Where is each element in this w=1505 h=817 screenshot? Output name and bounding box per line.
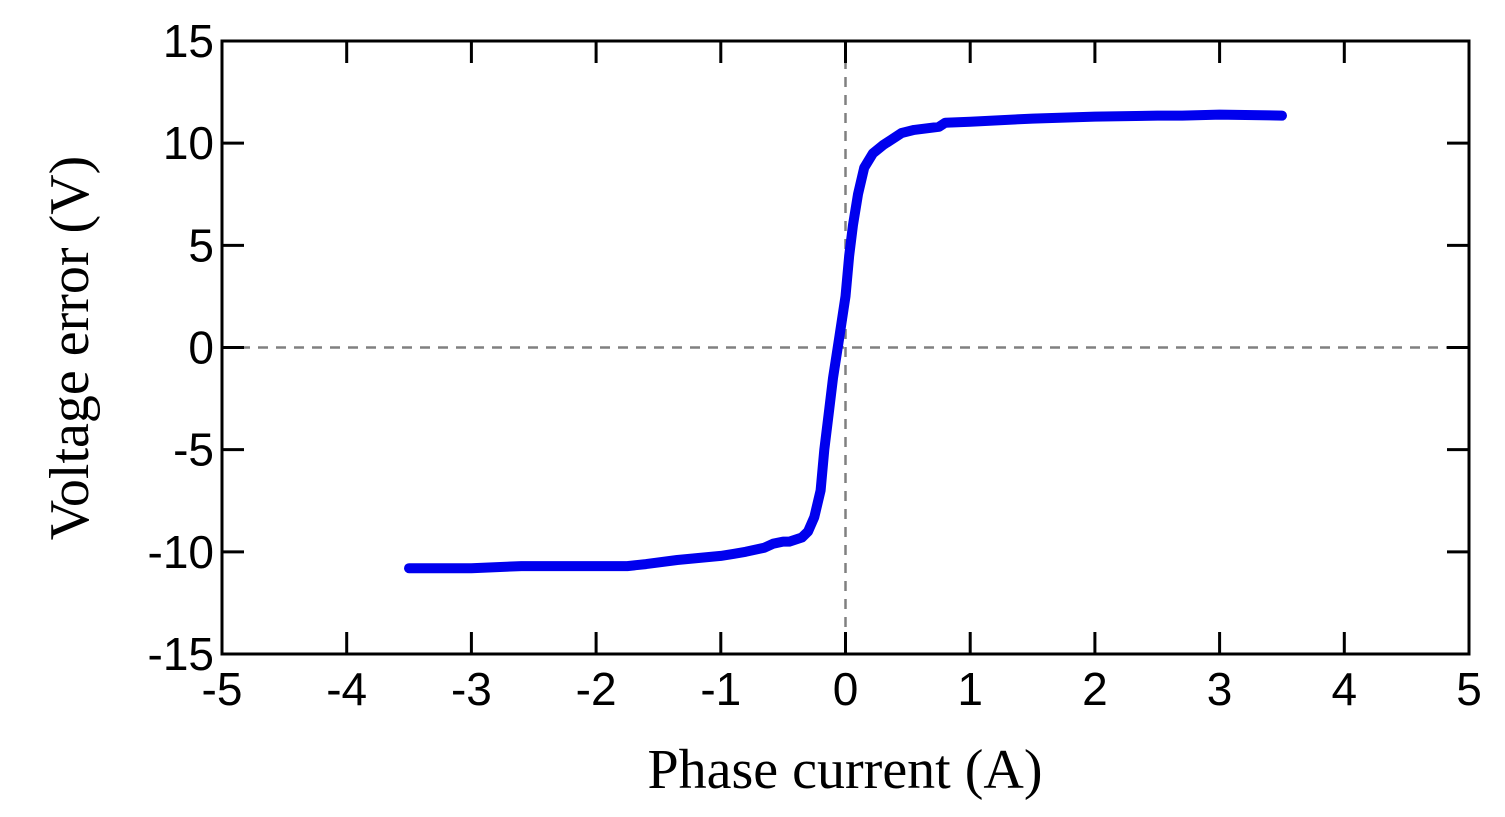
x-tick-label: -2 bbox=[576, 663, 617, 715]
y-tick-label: -15 bbox=[148, 628, 214, 680]
x-tick-label: -1 bbox=[700, 663, 741, 715]
y-tick-label: -10 bbox=[148, 526, 214, 578]
x-tick-label: 5 bbox=[1456, 663, 1482, 715]
x-tick-label: 2 bbox=[1082, 663, 1108, 715]
x-tick-labels: -5 -4 -3 -2 -1 0 1 2 3 4 5 bbox=[202, 663, 1482, 715]
y-axis-label: Voltage error (V) bbox=[39, 156, 101, 541]
y-tick-labels: -15 -10 -5 0 5 10 15 bbox=[148, 15, 214, 680]
y-tick-label: 5 bbox=[188, 219, 214, 271]
y-tick-label: 15 bbox=[163, 15, 214, 67]
x-tick-label: 4 bbox=[1332, 663, 1358, 715]
series-line bbox=[404, 109, 1287, 574]
y-tick-label: 10 bbox=[163, 117, 214, 169]
x-tick-label: 3 bbox=[1207, 663, 1233, 715]
plot-frame bbox=[220, 39, 1471, 656]
x-tick-label: -3 bbox=[451, 663, 492, 715]
y-tick-label: -5 bbox=[173, 424, 214, 476]
x-tick-label: -5 bbox=[202, 663, 243, 715]
x-tick-label: 0 bbox=[833, 663, 859, 715]
series-layer bbox=[404, 109, 1287, 574]
x-axis-label: Phase current (A) bbox=[648, 739, 1043, 801]
y-tick-label: 0 bbox=[188, 322, 214, 374]
x-tick-label: 1 bbox=[957, 663, 983, 715]
x-tick-label: -4 bbox=[326, 663, 367, 715]
zero-reference-lines bbox=[222, 41, 1469, 654]
